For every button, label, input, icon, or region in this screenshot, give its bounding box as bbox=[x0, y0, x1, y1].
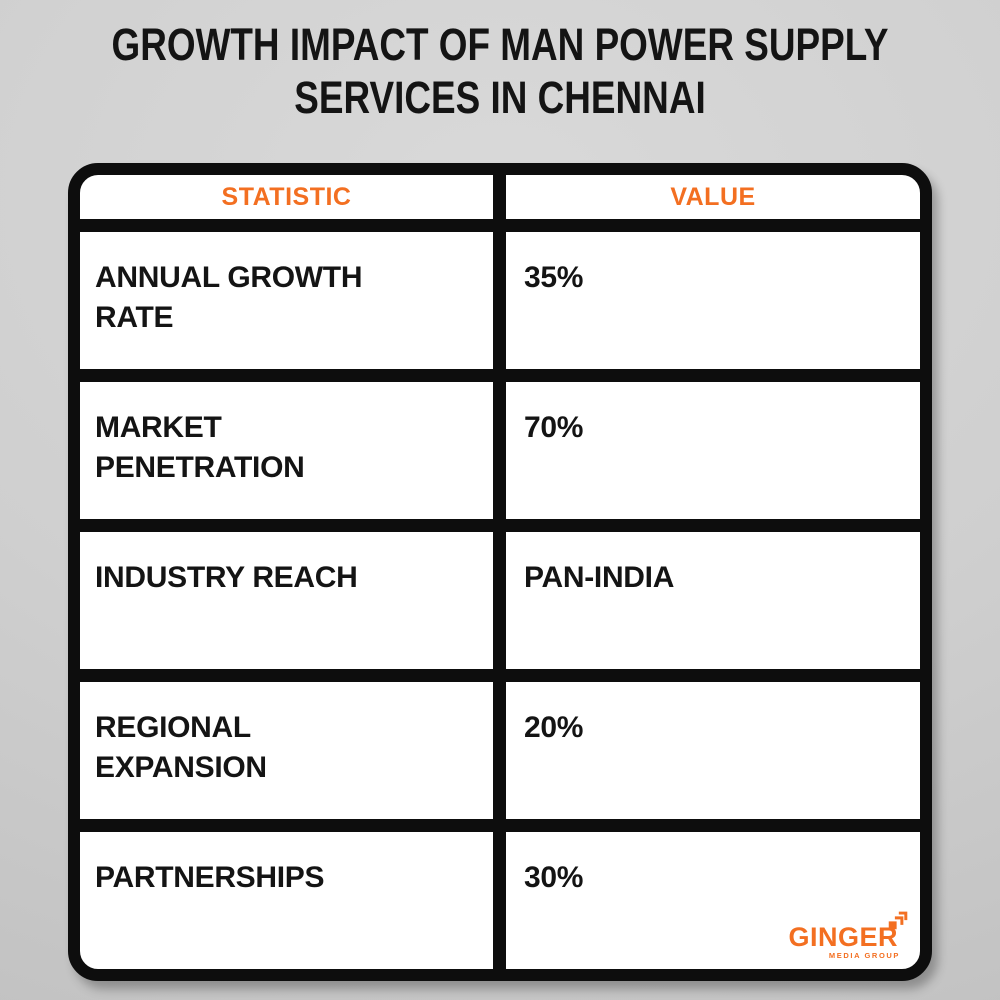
table-row: ANNUAL GROWTH RATE 35% bbox=[80, 219, 920, 369]
statistic-label: REGIONAL EXPANSION bbox=[95, 711, 267, 784]
table-row: PARTNERSHIPS 30% bbox=[80, 819, 920, 969]
table-row: MARKET PENETRATION 70% bbox=[80, 369, 920, 519]
page-title-line-2: SERVICES IN CHENNAI bbox=[294, 72, 706, 124]
value-cell: 30% bbox=[493, 832, 920, 969]
statistic-label: MARKET PENETRATION bbox=[95, 411, 305, 484]
statistic-cell: ANNUAL GROWTH RATE bbox=[80, 232, 493, 369]
statistic-label: ANNUAL GROWTH RATE bbox=[95, 261, 363, 334]
page-title: GROWTH IMPACT OF MAN POWER SUPPLY SERVIC… bbox=[0, 18, 1000, 124]
statistic-label: PARTNERSHIPS bbox=[95, 861, 325, 894]
page-title-line-1: GROWTH IMPACT OF MAN POWER SUPPLY bbox=[111, 19, 889, 70]
statistic-cell: REGIONAL EXPANSION bbox=[80, 682, 493, 819]
ginger-media-group-logo: GINGER MEDIA GROUP bbox=[788, 911, 908, 960]
column-header-value: VALUE bbox=[493, 175, 920, 219]
statistic-cell: MARKET PENETRATION bbox=[80, 382, 493, 519]
statistics-table: STATISTIC VALUE ANNUAL GROWTH RATE 35% M… bbox=[68, 163, 932, 981]
value-cell: 35% bbox=[493, 232, 920, 369]
stacked-squares-icon bbox=[887, 910, 908, 935]
value-cell: 70% bbox=[493, 382, 920, 519]
statistic-cell: PARTNERSHIPS bbox=[80, 832, 493, 969]
value-cell: PAN-INDIA bbox=[493, 532, 920, 669]
table-header-row: STATISTIC VALUE bbox=[80, 175, 920, 219]
table-row: REGIONAL EXPANSION 20% bbox=[80, 669, 920, 819]
logo-brand-text: GINGER bbox=[788, 921, 898, 952]
statistic-label: INDUSTRY REACH bbox=[95, 561, 358, 594]
table-row: INDUSTRY REACH PAN-INDIA bbox=[80, 519, 920, 669]
column-header-statistic: STATISTIC bbox=[221, 182, 352, 211]
statistic-cell: INDUSTRY REACH bbox=[80, 532, 493, 669]
value-cell: 20% bbox=[493, 682, 920, 819]
logo-subtext: MEDIA GROUP bbox=[828, 950, 900, 960]
